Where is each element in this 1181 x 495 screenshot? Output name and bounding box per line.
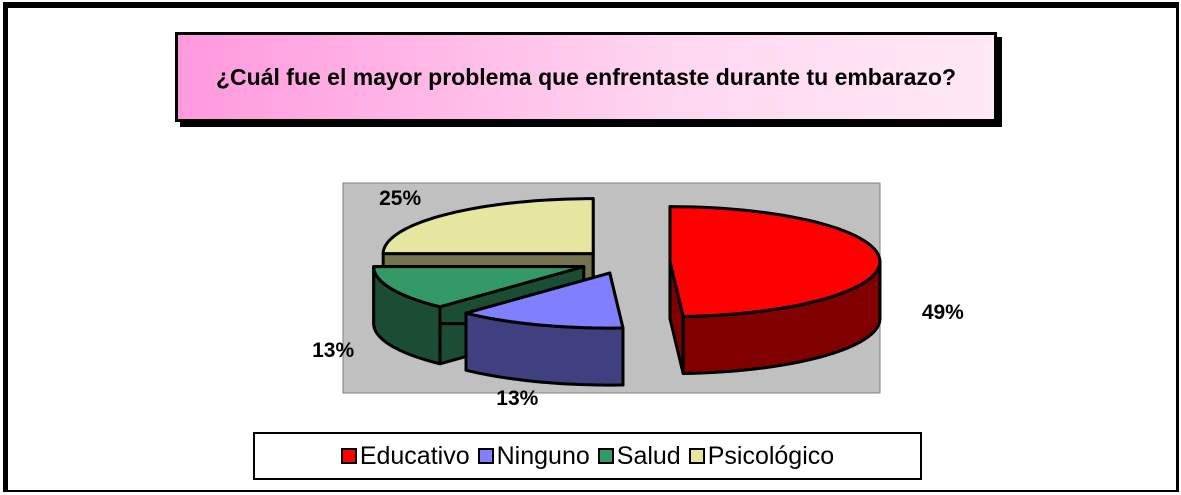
data-label: 13% <box>312 339 354 362</box>
legend-swatch <box>597 448 614 464</box>
legend-label: Salud <box>616 441 681 470</box>
legend-swatch <box>688 448 705 464</box>
frame <box>3 2 1179 492</box>
slice <box>668 205 882 376</box>
legend-swatch <box>477 448 494 464</box>
data-label: 13% <box>496 387 538 410</box>
legend: Educativo Ninguno Salud Psicológico <box>253 432 922 480</box>
legend-swatch <box>340 448 357 464</box>
slice-top <box>381 197 595 256</box>
legend-item: Educativo <box>340 441 470 471</box>
data-label: 25% <box>379 187 421 210</box>
legend-item: Psicológico <box>688 441 835 471</box>
legend-label: Ninguno <box>496 441 590 470</box>
slice-top <box>668 205 882 319</box>
legend-label: Psicológico <box>707 441 835 470</box>
slice <box>464 271 625 387</box>
legend-label: Educativo <box>359 441 470 470</box>
legend-item: Ninguno <box>477 441 590 471</box>
slice-top <box>372 265 586 309</box>
slice-top <box>464 271 625 330</box>
legend-item: Salud <box>597 441 681 471</box>
data-label: 49% <box>922 301 964 324</box>
chart-title: ¿Cuál fue el mayor problema que enfrenta… <box>175 32 997 122</box>
